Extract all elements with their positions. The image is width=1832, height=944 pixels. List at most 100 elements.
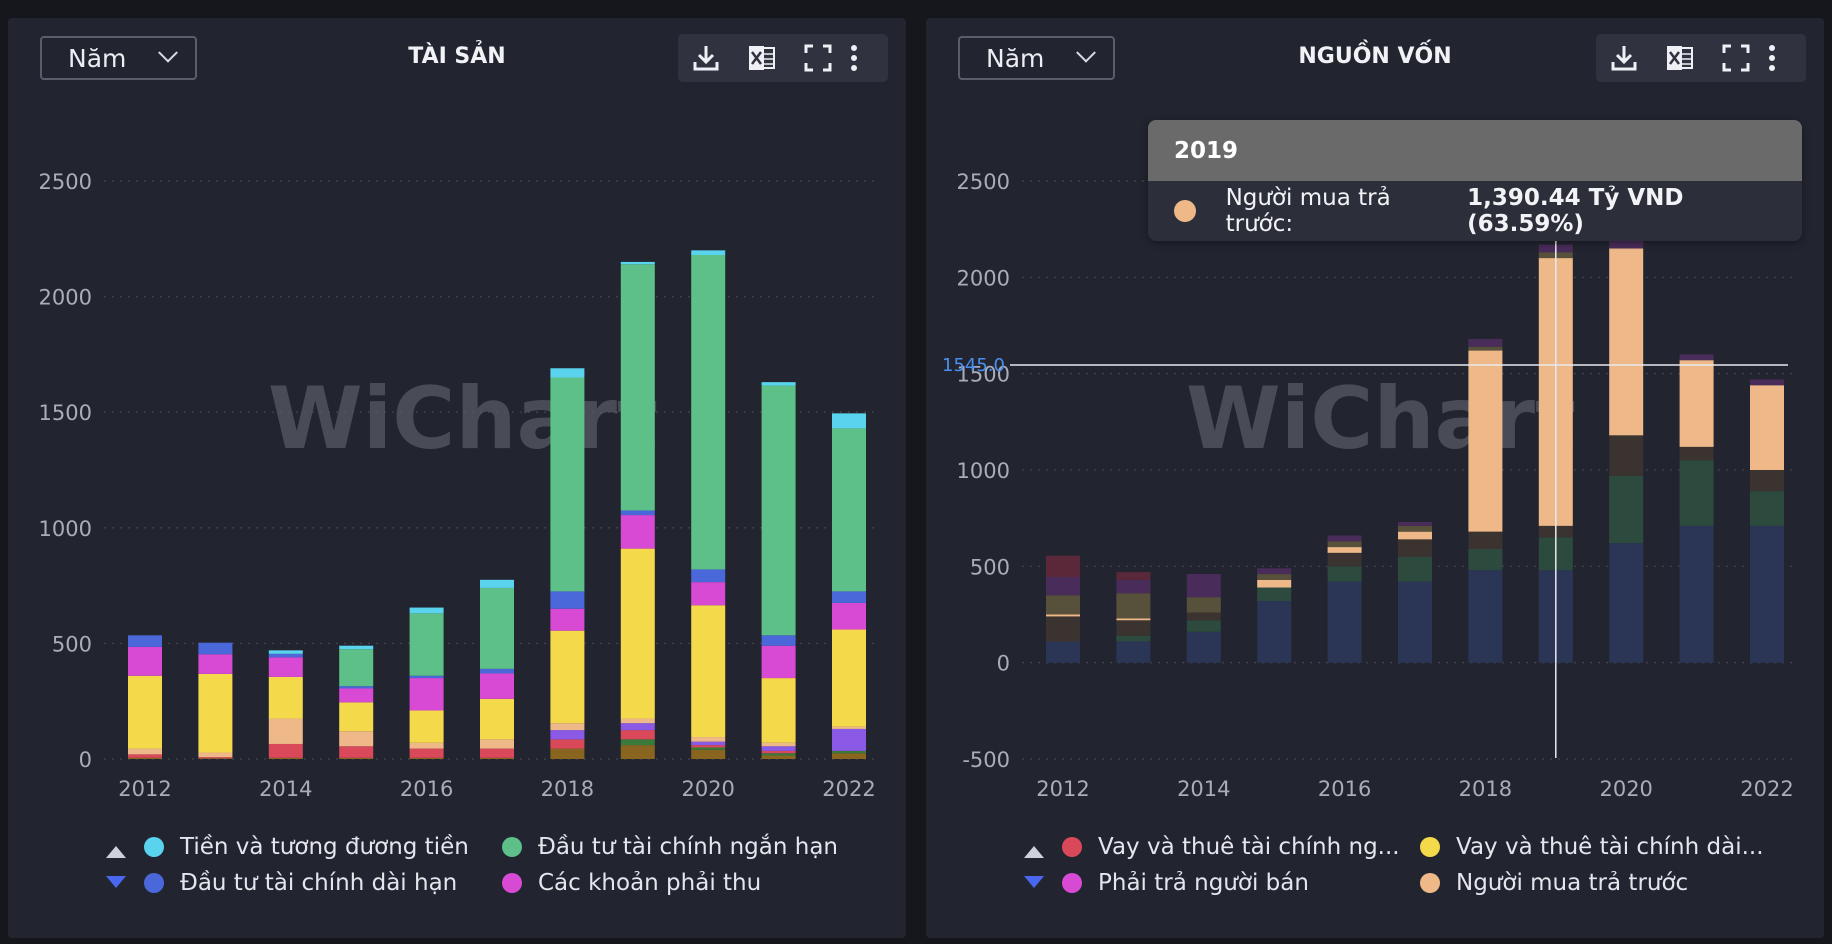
- bar-segment[interactable]: [620, 723, 655, 731]
- bar-segment[interactable]: [339, 688, 374, 703]
- bar-segment[interactable]: [1116, 641, 1151, 663]
- bar-segment[interactable]: [1046, 555, 1080, 577]
- bar-segment[interactable]: [128, 646, 162, 676]
- bar-segment[interactable]: [761, 753, 796, 756]
- bar-segment[interactable]: [409, 710, 444, 743]
- bar-segment[interactable]: [761, 742, 796, 747]
- bar-segment[interactable]: [268, 743, 303, 758]
- legend-item-payables[interactable]: Phải trả người bán: [1062, 870, 1309, 896]
- bar-segment[interactable]: [1327, 566, 1362, 582]
- bar-segment[interactable]: [198, 642, 233, 655]
- bar-segment[interactable]: [339, 649, 374, 687]
- bar-segment[interactable]: [409, 757, 444, 759]
- period-select[interactable]: Năm: [958, 36, 1115, 80]
- bar-segment[interactable]: [480, 698, 514, 740]
- bar-segment[interactable]: [1750, 470, 1784, 492]
- bar-segment[interactable]: [1257, 568, 1292, 575]
- legend-up-arrow-icon[interactable]: [106, 844, 126, 858]
- bar-segment[interactable]: [620, 510, 655, 516]
- bar-segment[interactable]: [409, 607, 444, 614]
- bar-segment[interactable]: [620, 739, 655, 746]
- legend-up-arrow-icon[interactable]: [1024, 844, 1044, 858]
- bar-segment[interactable]: [480, 739, 514, 749]
- bar-segment[interactable]: [1116, 620, 1151, 636]
- bar-segment[interactable]: [1327, 581, 1362, 663]
- bar-segment[interactable]: [409, 613, 444, 676]
- bar-segment[interactable]: [761, 645, 796, 679]
- bar-segment[interactable]: [832, 413, 866, 429]
- bar-segment[interactable]: [1468, 346, 1503, 351]
- bar-segment[interactable]: [550, 723, 585, 731]
- legend-item-receivables[interactable]: Các khoản phải thu: [502, 870, 761, 896]
- bar-segment[interactable]: [1186, 612, 1221, 621]
- legend-down-arrow-icon[interactable]: [106, 876, 126, 890]
- bar-segment[interactable]: [550, 377, 585, 592]
- bar-segment[interactable]: [691, 749, 726, 759]
- bar-segment[interactable]: [761, 746, 796, 751]
- bar-segment[interactable]: [339, 686, 374, 689]
- bar-segment[interactable]: [1257, 574, 1292, 580]
- bar-segment[interactable]: [1679, 460, 1714, 526]
- bar-segment[interactable]: [620, 718, 655, 724]
- bar-segment[interactable]: [550, 591, 585, 609]
- bar-segment[interactable]: [1398, 539, 1432, 557]
- bar-segment[interactable]: [480, 587, 514, 669]
- bar-segment[interactable]: [761, 750, 796, 754]
- bar-segment[interactable]: [691, 741, 726, 746]
- bar-segment[interactable]: [832, 726, 866, 729]
- excel-icon[interactable]: [1664, 42, 1696, 74]
- bar-segment[interactable]: [268, 657, 303, 677]
- bar-segment[interactable]: [268, 650, 303, 654]
- bar-segment[interactable]: [832, 602, 866, 630]
- bar-segment[interactable]: [1046, 616, 1080, 642]
- fullscreen-icon[interactable]: [802, 42, 834, 74]
- bar-segment[interactable]: [409, 742, 444, 749]
- bar-segment[interactable]: [339, 731, 374, 747]
- bar-segment[interactable]: [1116, 572, 1151, 580]
- bar-segment[interactable]: [128, 757, 162, 759]
- bar-segment[interactable]: [1750, 491, 1784, 526]
- bar-segment[interactable]: [1468, 531, 1503, 549]
- bar-segment[interactable]: [1116, 579, 1151, 594]
- bar-segment[interactable]: [198, 673, 233, 753]
- bar-segment[interactable]: [1257, 579, 1292, 588]
- bar-segment[interactable]: [1398, 522, 1432, 526]
- bar-segment[interactable]: [691, 582, 726, 606]
- bar-segment[interactable]: [1468, 350, 1503, 532]
- period-select[interactable]: Năm: [40, 36, 197, 80]
- bar-segment[interactable]: [1398, 581, 1432, 663]
- bar-segment[interactable]: [1679, 360, 1714, 447]
- excel-icon[interactable]: [746, 42, 778, 74]
- bar-segment[interactable]: [1468, 548, 1503, 571]
- bar-segment[interactable]: [128, 748, 162, 755]
- bar-segment[interactable]: [198, 752, 233, 758]
- bar-segment[interactable]: [1046, 641, 1080, 663]
- bar-segment[interactable]: [1186, 597, 1221, 613]
- bar-segment[interactable]: [1186, 574, 1221, 598]
- bar-segment[interactable]: [1750, 379, 1784, 386]
- bar-segment[interactable]: [128, 675, 162, 749]
- bar-segment[interactable]: [832, 629, 866, 727]
- bar-segment[interactable]: [832, 728, 866, 751]
- bar-segment[interactable]: [620, 548, 655, 719]
- bar-segment[interactable]: [339, 746, 374, 758]
- bar-segment[interactable]: [1468, 338, 1503, 347]
- bar-segment[interactable]: [1046, 614, 1080, 617]
- bar-segment[interactable]: [339, 757, 374, 759]
- bar-segment[interactable]: [1468, 570, 1503, 663]
- bar-segment[interactable]: [1327, 552, 1362, 567]
- bar-segment[interactable]: [691, 747, 726, 750]
- bar-segment[interactable]: [550, 748, 585, 759]
- bar-segment[interactable]: [620, 264, 655, 511]
- bar-segment[interactable]: [1327, 547, 1362, 553]
- bar-segment[interactable]: [1327, 541, 1362, 548]
- bar-segment[interactable]: [198, 757, 233, 759]
- bar-segment[interactable]: [1116, 618, 1151, 621]
- bar-segment[interactable]: [550, 730, 585, 740]
- bar-segment[interactable]: [480, 748, 514, 758]
- bar-segment[interactable]: [1186, 631, 1221, 663]
- bar-segment[interactable]: [761, 678, 796, 743]
- bar-segment[interactable]: [480, 673, 514, 699]
- bar-segment[interactable]: [1116, 635, 1151, 642]
- bar-segment[interactable]: [550, 630, 585, 724]
